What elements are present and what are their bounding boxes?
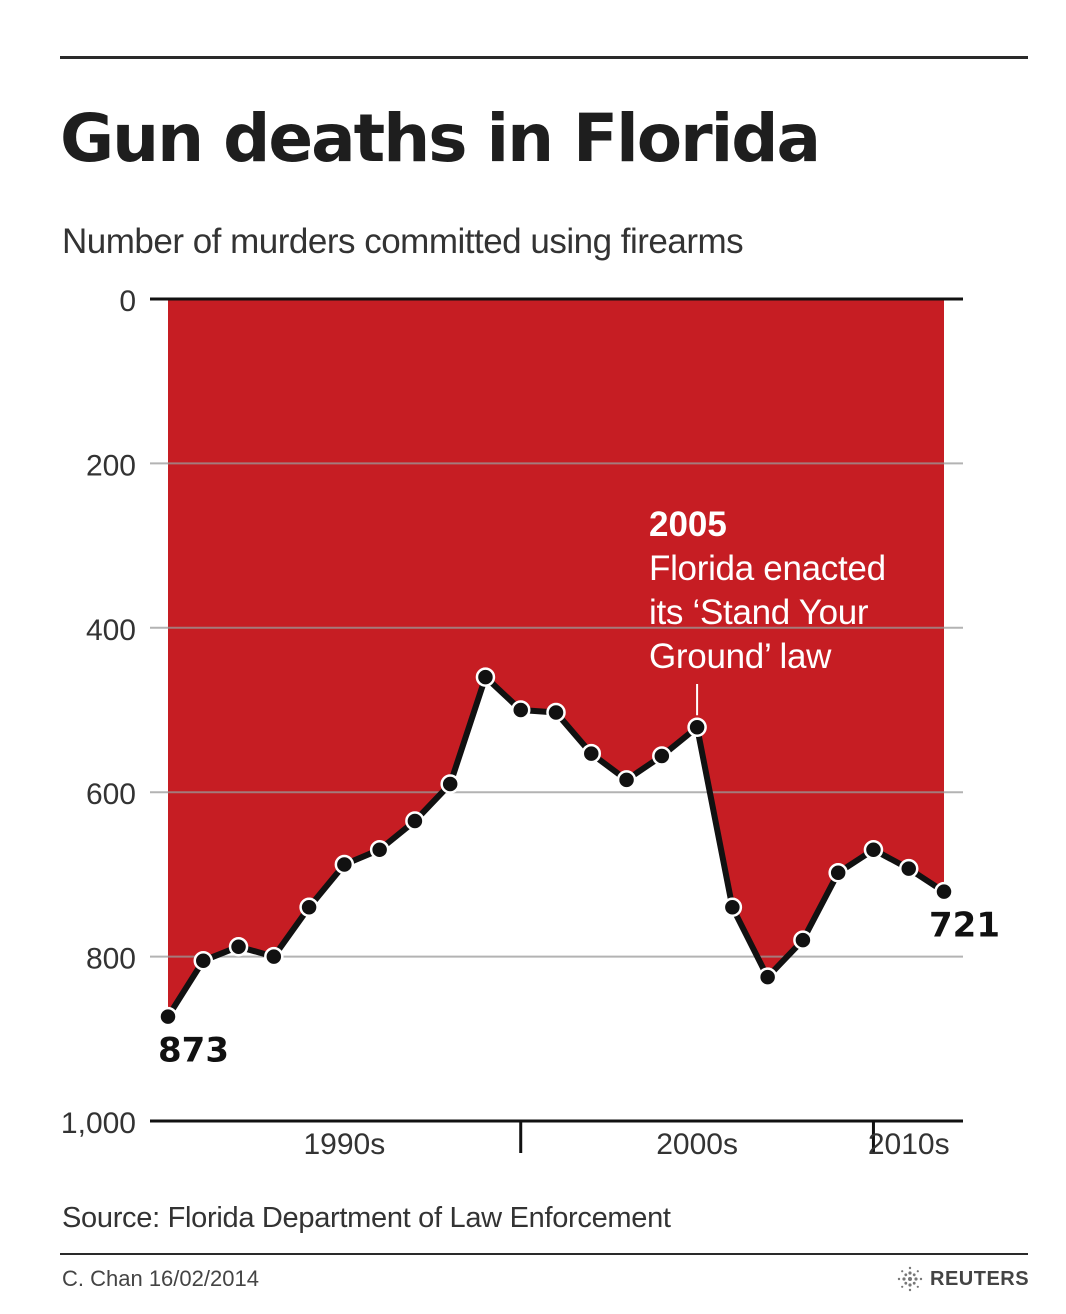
data-point bbox=[722, 897, 743, 918]
brand: REUTERS bbox=[896, 1264, 1029, 1294]
credit-line: C. Chan 16/02/2014 bbox=[62, 1266, 259, 1291]
area-fill bbox=[168, 299, 944, 1017]
data-point bbox=[898, 858, 919, 879]
data-point bbox=[369, 839, 390, 860]
source-note: Source: Florida Department of Law Enforc… bbox=[62, 1202, 671, 1234]
x-period-label: 2000s bbox=[656, 1128, 738, 1161]
data-point bbox=[510, 700, 531, 720]
annotation-text: Florida enacted bbox=[649, 549, 886, 588]
data-point bbox=[652, 746, 672, 766]
brand-name: REUTERS bbox=[930, 1267, 1030, 1290]
top-rule bbox=[60, 56, 1028, 59]
x-period-label: 2010s bbox=[868, 1128, 950, 1161]
data-point bbox=[757, 967, 778, 987]
data-point bbox=[299, 897, 319, 918]
y-tick-label: 800 bbox=[86, 943, 136, 976]
data-point bbox=[264, 946, 284, 967]
annotation-year: 2005 bbox=[649, 505, 727, 544]
data-point bbox=[863, 839, 884, 860]
x-period-label: 1990s bbox=[303, 1128, 385, 1161]
data-point bbox=[440, 774, 460, 794]
data-point bbox=[228, 936, 249, 957]
reuters-logo-icon bbox=[897, 1266, 923, 1292]
annotation-text: its ‘Stand Your bbox=[649, 593, 869, 632]
data-point bbox=[581, 743, 602, 764]
y-tick-label: 400 bbox=[86, 614, 136, 647]
chart-title: Gun deaths in Florida bbox=[60, 100, 821, 177]
area-chart: 0 200 400 600 800 1,000 1990s 2000s 2010s 2005 Flo… bbox=[61, 285, 1000, 1161]
bottom-rule bbox=[60, 1253, 1028, 1255]
data-point bbox=[193, 950, 214, 971]
data-point bbox=[616, 770, 637, 790]
data-point bbox=[405, 811, 425, 831]
data-point bbox=[158, 1006, 178, 1027]
data-point bbox=[546, 702, 566, 723]
data-point bbox=[793, 930, 813, 950]
annotation-text: Ground’ law bbox=[649, 637, 832, 676]
y-tick-label: 200 bbox=[86, 449, 136, 482]
data-point bbox=[828, 863, 848, 883]
data-label: 873 bbox=[158, 1031, 229, 1071]
y-tick-label: 1,000 bbox=[61, 1107, 136, 1140]
data-point bbox=[934, 881, 954, 902]
data-label: 721 bbox=[929, 906, 1000, 946]
y-tick-label: 0 bbox=[119, 285, 136, 318]
data-point bbox=[687, 717, 707, 738]
chart-subtitle: Number of murders committed using firear… bbox=[62, 222, 744, 261]
y-tick-label: 600 bbox=[86, 778, 136, 811]
data-point bbox=[334, 854, 355, 875]
data-point bbox=[475, 667, 496, 687]
